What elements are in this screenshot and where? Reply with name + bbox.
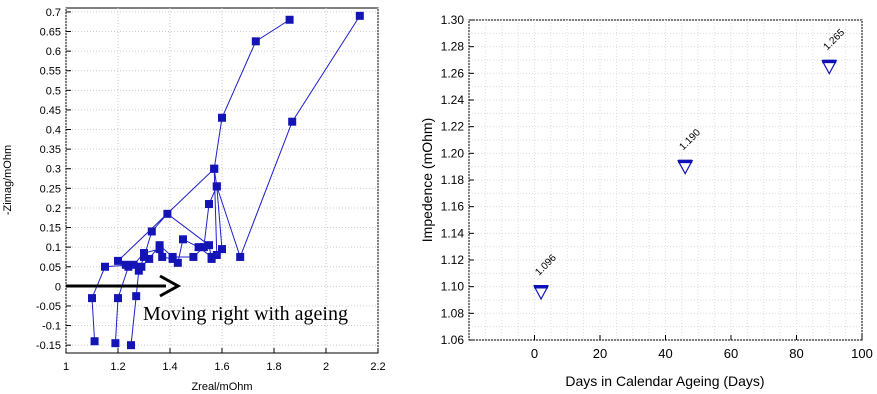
- right-y-axis-label: Impedence (mOhm): [420, 118, 435, 242]
- series-2-marker: [199, 243, 208, 252]
- series-1-marker: [158, 252, 167, 261]
- series-3-marker: [207, 254, 216, 263]
- series-1-marker: [101, 262, 109, 271]
- series-3-marker: [134, 266, 143, 275]
- left-x-tick-label: 1.4: [162, 361, 177, 373]
- left-y-tick-label: 0.1: [46, 242, 61, 254]
- right-y-tick-label: 1.16: [441, 200, 465, 214]
- series-3-marker: [210, 164, 219, 173]
- right-x-tick-label: 100: [851, 346, 873, 361]
- right-tick-labels: 0 20 40 60 80 100 1.30 1.28 1.26 1.24 1.22 1.20 1.18…: [441, 13, 873, 361]
- ageing-arrow: [66, 274, 182, 298]
- left-y-tick-label: 0.05: [40, 262, 61, 274]
- left-x-axis-label: Zreal/mOhm: [191, 381, 252, 393]
- right-y-tick-label: 1.08: [441, 306, 465, 320]
- left-x-tick-label: 1.8: [266, 361, 281, 373]
- series-2-marker: [205, 200, 213, 209]
- series-1-marker: [90, 337, 99, 346]
- right-x-tick-label: 0: [531, 346, 538, 361]
- right-x-tick-label: 20: [593, 346, 607, 361]
- series-1-marker: [285, 15, 294, 24]
- impedance-marker-cap: [678, 159, 693, 164]
- series-3-marker: [147, 227, 156, 236]
- left-y-tick-label: -0.15: [36, 340, 61, 352]
- series-3-marker: [127, 341, 135, 350]
- right-y-tick-label: 1.18: [441, 173, 465, 187]
- impedance-marker-cap: [822, 59, 837, 64]
- left-y-tick-label: 0.35: [40, 144, 61, 156]
- left-y-tick-label: 0: [55, 281, 61, 293]
- left-y-tick-label: 0.65: [40, 27, 61, 39]
- series-2-marker: [145, 254, 154, 263]
- left-y-tick-label: 0.45: [40, 105, 61, 117]
- left-y-tick-label: 0.15: [40, 223, 61, 235]
- series-3-marker: [121, 260, 130, 269]
- series-3-marker: [163, 209, 172, 218]
- series-1-marker: [194, 243, 203, 252]
- left-x-tick-label: 2: [323, 361, 329, 373]
- series-3-marker: [132, 292, 141, 301]
- series-3-marker: [140, 252, 148, 261]
- series-3-marker: [205, 241, 213, 250]
- series-2-marker: [168, 252, 177, 261]
- left-y-tick-label: -0.05: [36, 301, 61, 313]
- series-1-marker: [129, 260, 138, 269]
- series-1-marker: [173, 258, 182, 267]
- left-x-tick-label: 1: [63, 361, 69, 373]
- right-y-tick-label: 1.14: [441, 226, 465, 240]
- series-1-marker: [218, 113, 226, 122]
- series-2-marker: [155, 241, 164, 250]
- series-1-marker: [179, 235, 187, 244]
- series-3-marker: [218, 245, 226, 254]
- right-y-tick-label: 1.30: [441, 13, 465, 27]
- nyquist-chart: 1 1.2 1.4 1.6 1.8 2 2.2 0.7 0.65 0.6 0.55 0.5 0.45 0.…: [2, 7, 386, 393]
- right-y-tick-label: 1.12: [441, 253, 465, 267]
- right-x-tick-label: 40: [658, 346, 672, 361]
- series-1-marker: [251, 37, 260, 46]
- series-2-marker: [288, 117, 297, 126]
- right-x-axis-label: Days in Calendar Ageing (Days): [565, 373, 764, 389]
- ageing-annotation: Moving right with ageing: [143, 303, 348, 325]
- right-x-tick-label: 60: [724, 346, 738, 361]
- series-2-marker: [111, 339, 120, 348]
- right-grid: [468, 19, 863, 341]
- series-3-marker: [114, 256, 122, 265]
- left-y-tick-label: 0.7: [46, 7, 61, 19]
- right-y-tick-label: 1.28: [441, 40, 465, 54]
- series-1-marker: [88, 294, 96, 303]
- left-y-tick-label: 0.3: [46, 164, 61, 176]
- right-y-tick-label: 1.22: [441, 120, 465, 134]
- left-y-tick-label: -0.1: [42, 321, 61, 333]
- left-x-tick-label: 1.2: [110, 361, 125, 373]
- left-y-tick-label: 0.5: [46, 85, 61, 97]
- right-y-tick-label: 1.24: [441, 93, 465, 107]
- left-tick-labels: 1 1.2 1.4 1.6 1.8 2 2.2 0.7 0.65 0.6 0.55 0.5 0.45 0.…: [36, 7, 386, 373]
- series-1-marker: [212, 250, 221, 259]
- series-2-marker: [114, 294, 122, 303]
- right-y-tick-label: 1.06: [441, 333, 465, 347]
- left-y-tick-label: 0.2: [46, 203, 61, 215]
- right-x-tick-label: 80: [789, 346, 803, 361]
- left-x-tick-label: 1.6: [214, 361, 229, 373]
- left-series-group: [88, 11, 364, 350]
- series-3-marker: [212, 182, 221, 191]
- series-2-marker: [189, 252, 198, 261]
- left-y-tick-label: 0.6: [46, 46, 61, 58]
- left-x-tick-label: 2.2: [370, 361, 385, 373]
- series-2-marker: [355, 11, 364, 20]
- left-y-tick-label: 0.25: [40, 183, 61, 195]
- right-y-tick-label: 1.26: [441, 66, 465, 80]
- impedance-marker-cap: [534, 285, 549, 289]
- left-y-tick-label: 0.4: [46, 125, 61, 137]
- left-y-tick-label: 0.55: [40, 66, 61, 78]
- left-y-axis-label: -Zimag/mOhm: [2, 145, 14, 215]
- right-y-tick-label: 1.20: [441, 146, 465, 160]
- right-y-tick-label: 1.10: [441, 280, 465, 294]
- series-2-marker: [236, 252, 245, 261]
